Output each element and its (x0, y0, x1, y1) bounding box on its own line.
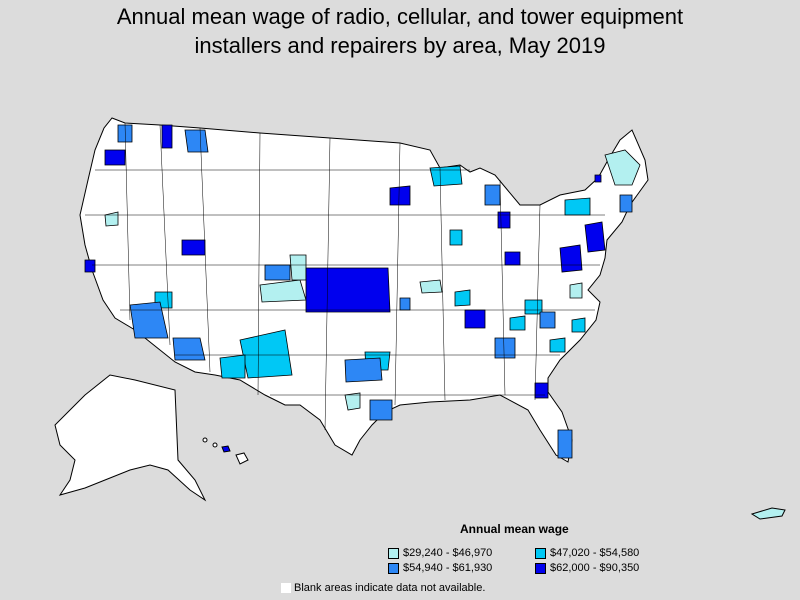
legend-item-1: $29,240 - $46,970 (388, 547, 492, 559)
legend-item-2: $47,020 - $54,580 (535, 547, 639, 559)
blank-note-text: Blank areas indicate data not available. (294, 582, 486, 594)
title-line-2: installers and repairers by area, May 20… (194, 33, 606, 58)
legend-item-4: $62,000 - $90,350 (535, 562, 639, 574)
legend-item-3: $54,940 - $61,930 (388, 562, 492, 574)
area-boundaries (85, 122, 605, 431)
legend-title: Annual mean wage (460, 522, 569, 536)
legend-label-2: $47,020 - $54,580 (550, 547, 640, 559)
title-line-1: Annual mean wage of radio, cellular, and… (116, 4, 684, 29)
legend-label-1: $29,240 - $46,970 (403, 547, 493, 559)
blank-swatch (281, 583, 291, 593)
legend-label-3: $54,940 - $61,930 (403, 562, 493, 574)
alaska-landmass (54, 374, 207, 502)
legend-swatch-1 (388, 547, 399, 559)
legend-label-4: $62,000 - $90,350 (550, 562, 640, 574)
legend-swatch-4 (535, 562, 546, 574)
legend-swatch-3 (388, 562, 399, 574)
wage-tier-1-areas (104, 149, 641, 411)
legend-swatch-2 (535, 547, 546, 559)
blank-areas-note: Blank areas indicate data not available. (281, 582, 485, 594)
puerto-rico (750, 507, 786, 520)
wage-tier-3-areas (117, 124, 633, 459)
hawaii-islands (202, 437, 249, 465)
map-title: Annual mean wage of radio, cellular, and… (0, 2, 800, 60)
